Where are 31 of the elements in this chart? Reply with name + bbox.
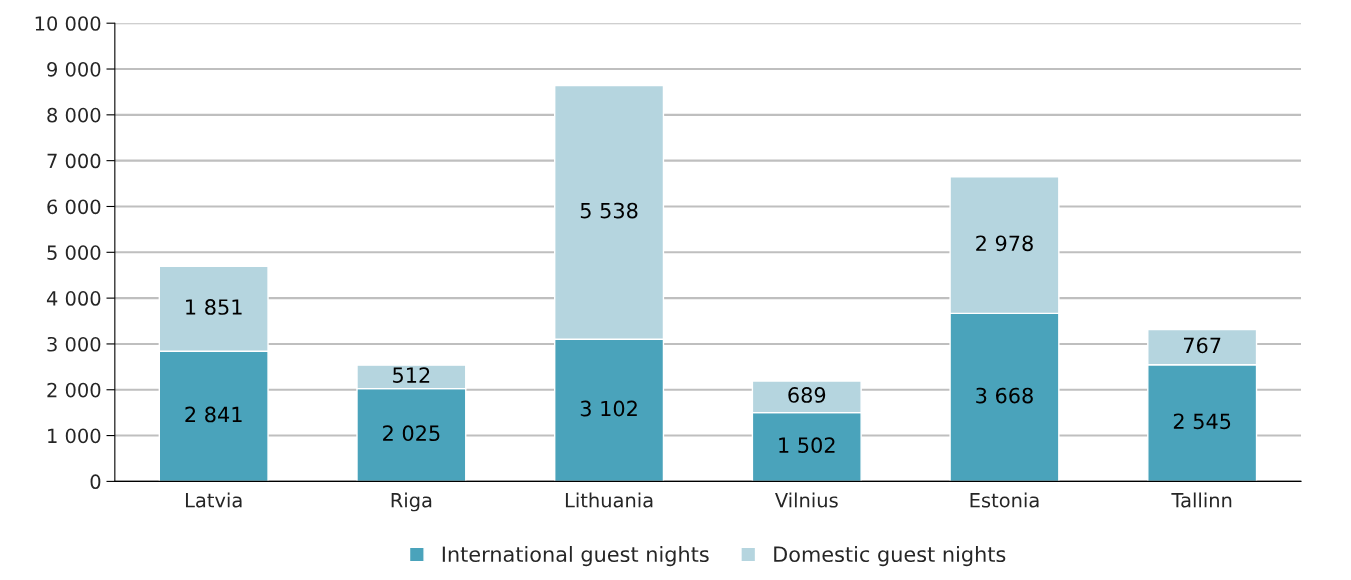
- data-label: 512: [393, 367, 430, 383]
- y-tick-label: 1 000: [48, 428, 101, 444]
- y-tick-label: 9 000: [47, 61, 101, 77]
- y-tick-label: 0: [90, 474, 101, 490]
- data-label: 1 851: [186, 299, 242, 315]
- y-tick-label: 8 000: [47, 107, 101, 123]
- data-label: 3 102: [580, 400, 637, 417]
- y-tick-label: 4 000: [46, 291, 101, 306]
- data-label: 767: [1183, 337, 1221, 354]
- legend-label: Domestic guest nights: [774, 545, 1006, 567]
- data-label: 689: [788, 387, 826, 403]
- data-label: 2 545: [1173, 413, 1231, 430]
- data-label: 1 502: [779, 437, 835, 454]
- data-label: 2 841: [185, 406, 242, 423]
- x-tick-label: Tallinn: [1171, 492, 1232, 508]
- x-tick-label: Latvia: [185, 492, 242, 508]
- x-tick-label: Vilnius: [775, 492, 838, 508]
- y-tick-label: 10 000: [35, 16, 101, 31]
- y-tick-label: 5 000: [47, 245, 101, 260]
- y-tick-label: 6 000: [47, 199, 101, 215]
- data-label: 2 978: [976, 235, 1033, 252]
- legend-label: International guest nights: [442, 545, 709, 567]
- y-tick-label: 7 000: [47, 153, 101, 169]
- x-tick-label: Estonia: [970, 492, 1039, 508]
- data-label: 3 668: [976, 387, 1033, 404]
- x-tick-label: Lithuania: [565, 492, 653, 508]
- data-label: 2 025: [383, 425, 440, 442]
- x-tick-label: Riga: [391, 492, 432, 512]
- y-tick-label: 2 000: [47, 382, 101, 398]
- data-label: 5 538: [580, 202, 638, 219]
- y-tick-label: 3 000: [47, 336, 101, 352]
